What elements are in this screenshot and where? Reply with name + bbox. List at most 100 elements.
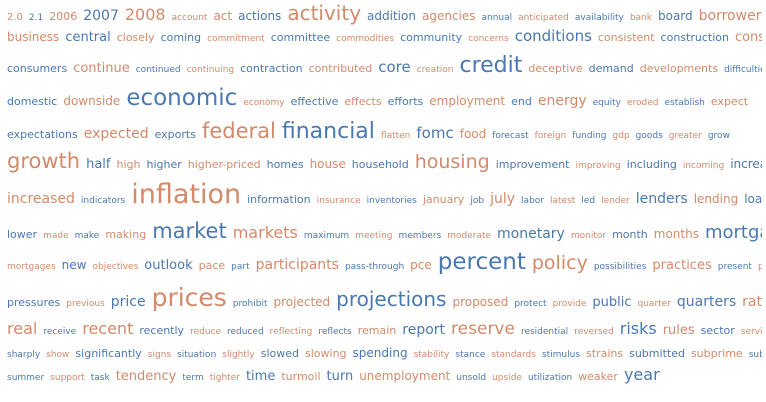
word-cloud-term[interactable]: previous [66,299,105,309]
word-cloud-term[interactable]: conditions [514,29,592,45]
word-cloud-term[interactable]: spending [352,347,408,360]
word-cloud-term[interactable]: incoming [682,161,725,171]
word-cloud-term[interactable]: percent [437,251,526,275]
word-cloud-term[interactable]: significantly [75,347,142,360]
word-cloud-term[interactable]: pass-through [344,262,405,272]
word-cloud-term[interactable]: prohibit [232,299,268,309]
word-cloud-term[interactable]: residential [520,327,569,337]
word-cloud-term[interactable]: downside [63,94,121,108]
word-cloud-term[interactable]: outlook [144,258,193,273]
word-cloud-term[interactable]: lower [7,228,38,241]
word-cloud-term[interactable]: insurance [316,196,361,206]
word-cloud-term[interactable]: bank [629,13,652,23]
word-cloud-term[interactable]: monetary [497,226,565,242]
word-cloud-term[interactable]: 2.0 [7,12,23,23]
word-cloud-term[interactable]: real [7,321,38,338]
word-cloud-term[interactable]: high [116,158,141,171]
word-cloud-term[interactable]: time [245,369,276,384]
word-cloud-term[interactable]: committee [270,31,331,44]
word-cloud-term[interactable]: pressure [757,262,762,272]
word-cloud-term[interactable]: stability [413,350,450,360]
word-cloud-term[interactable]: gdp [612,131,630,141]
word-cloud-term[interactable]: led [581,196,596,206]
word-cloud-term[interactable]: proposed [452,295,509,309]
word-cloud-term[interactable]: year [623,367,660,384]
word-cloud-term[interactable]: recent [82,321,134,338]
word-cloud-term[interactable]: weaker [578,370,618,383]
word-cloud-term[interactable]: market [152,221,227,243]
word-cloud-term[interactable]: slightly [222,350,255,360]
word-cloud-term[interactable]: funding [572,131,607,141]
word-cloud-term[interactable]: report [402,322,446,338]
word-cloud-term[interactable]: reserve [451,321,515,339]
word-cloud-term[interactable]: january [422,193,465,206]
word-cloud-term[interactable]: tendency [115,369,177,384]
word-cloud-term[interactable]: eroded [626,98,659,108]
word-cloud-term[interactable]: objectives [92,262,139,272]
word-cloud-term[interactable]: quarters [676,294,737,310]
word-cloud-term[interactable]: submitted [629,347,685,360]
word-cloud-term[interactable]: quarter [637,299,671,309]
word-cloud-term[interactable]: higher-priced [187,158,261,171]
word-cloud-term[interactable]: policy [531,252,588,274]
word-cloud-term[interactable]: contraction [240,62,303,75]
word-cloud-term[interactable]: central [65,30,111,45]
word-cloud-term[interactable]: strains [586,347,624,360]
word-cloud-term[interactable]: moderate [447,231,492,241]
word-cloud-term[interactable]: labor [521,196,544,206]
word-cloud-term[interactable]: employment [429,94,506,108]
word-cloud-term[interactable]: 2008 [124,5,166,24]
word-cloud-term[interactable]: sector [700,324,735,337]
word-cloud-term[interactable]: foreign [534,131,567,141]
word-cloud-term[interactable]: expect [710,95,749,108]
word-cloud-term[interactable]: support [50,373,85,383]
word-cloud-term[interactable]: new [61,258,87,272]
word-cloud-term[interactable]: making [105,228,147,241]
word-cloud-term[interactable]: difficulties [724,65,762,75]
word-cloud-term[interactable]: core [378,58,411,76]
word-cloud-term[interactable]: expectations [7,128,78,141]
word-cloud-term[interactable]: reduce [190,327,222,337]
word-cloud-term[interactable]: maximum [303,231,350,241]
word-cloud-term[interactable]: part [231,262,250,272]
word-cloud-term[interactable]: half [86,157,111,172]
word-cloud-term[interactable]: flatten [380,131,411,141]
word-cloud-term[interactable]: housing [414,151,490,173]
word-cloud-term[interactable]: equity [592,98,621,108]
word-cloud-term[interactable]: annual [481,13,513,23]
word-cloud-term[interactable]: continuing [186,65,235,75]
word-cloud-term[interactable]: continued [135,65,181,75]
word-cloud-term[interactable]: consumer [734,30,762,45]
word-cloud-term[interactable]: homes [266,158,304,171]
word-cloud-term[interactable]: lender [601,196,630,206]
word-cloud-term[interactable]: construction [660,31,729,44]
word-cloud-term[interactable]: slowed [260,347,300,360]
word-cloud-term[interactable]: receive [43,327,77,337]
word-cloud-term[interactable]: forecast [492,131,529,141]
word-cloud-term[interactable]: borrowers [698,8,762,24]
word-cloud-term[interactable]: grow [707,131,730,141]
word-cloud-term[interactable]: fomc [416,124,454,142]
word-cloud-term[interactable]: contributed [308,62,373,75]
word-cloud-term[interactable]: improving [575,161,621,171]
word-cloud-term[interactable]: growth [7,151,81,173]
word-cloud-term[interactable]: house [309,157,346,171]
word-cloud-term[interactable]: situation [177,350,217,360]
word-cloud-term[interactable]: closely [116,31,155,44]
word-cloud-term[interactable]: addition [367,9,416,23]
word-cloud-term[interactable]: increased [7,191,75,207]
word-cloud-term[interactable]: household [351,158,409,171]
word-cloud-term[interactable]: deceptive [528,62,583,75]
word-cloud-term[interactable]: inventories [366,196,417,206]
word-cloud-term[interactable]: efforts [387,95,424,108]
word-cloud-term[interactable]: monitor [570,231,607,241]
word-cloud-term[interactable]: effects [344,95,382,108]
word-cloud-term[interactable]: board [657,9,693,23]
word-cloud-term[interactable]: members [398,231,442,241]
word-cloud-term[interactable]: markets [232,223,298,242]
word-cloud-term[interactable]: lenders [635,191,688,207]
word-cloud-term[interactable]: end [511,95,532,108]
word-cloud-term[interactable]: turn [326,369,354,384]
word-cloud-term[interactable]: indicators [80,196,126,206]
word-cloud-term[interactable]: tighter [209,373,240,383]
